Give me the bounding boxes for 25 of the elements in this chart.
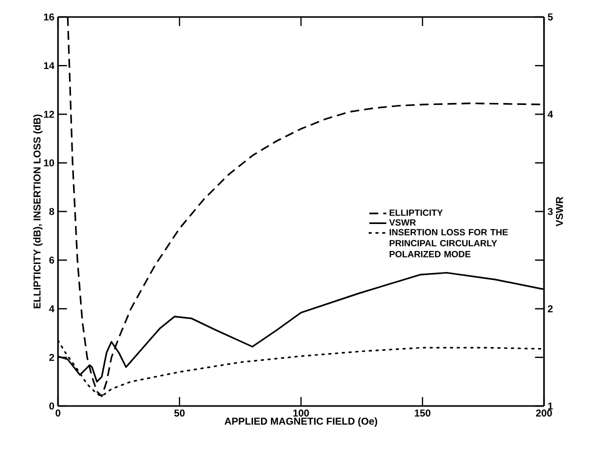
y2-tick-label: 5 bbox=[548, 14, 553, 20]
y2-tick-label: 4 bbox=[548, 110, 554, 118]
y-tick-label: 10 bbox=[44, 159, 54, 166]
legend-label: INSERTION LOSS FOR THE PRINCIPAL CIRCULARLY POLARIZED MODE bbox=[390, 229, 508, 258]
y-tick-label: 16 bbox=[44, 13, 54, 21]
legend-label: ELLIPTICITY bbox=[390, 210, 443, 216]
y-tick-label: 8 bbox=[49, 208, 54, 216]
legend-label: VSWR bbox=[389, 219, 416, 226]
y-tick-label: 4 bbox=[49, 305, 54, 312]
x-tick-label: 100 bbox=[293, 410, 309, 417]
y2-tick-label: 1 bbox=[548, 402, 553, 410]
x-axis-title: APPLIED MAGNETIC FIELD (Oe) bbox=[224, 417, 378, 427]
x-tick-label: 200 bbox=[536, 410, 552, 417]
x-tick-label: 150 bbox=[414, 410, 430, 417]
y-tick-label: 14 bbox=[44, 62, 54, 70]
y-tick-label: 2 bbox=[49, 354, 54, 361]
x-tick-label: 0 bbox=[56, 410, 60, 417]
x-tick-label: 50 bbox=[174, 410, 185, 417]
y2-tick-label: 3 bbox=[548, 208, 553, 216]
y-tick-label: 12 bbox=[44, 110, 54, 118]
y-axis-title: ELLIPTICITY (dB), INSERTION LOSS (dB) bbox=[33, 114, 43, 308]
y2-tick-label: 2 bbox=[548, 305, 553, 312]
y-tick-label: 6 bbox=[49, 256, 54, 264]
y-tick-label: 0 bbox=[49, 402, 54, 410]
y2-axis-title: VSWR bbox=[556, 196, 563, 226]
